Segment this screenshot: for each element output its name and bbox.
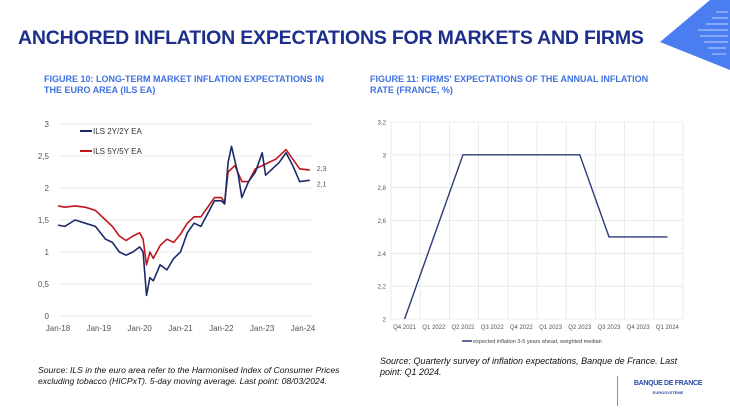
figure10-chart: 0 0,5 1 1,5 2 2,5 3 Jan-18 Jan-19 Jan-20 Jan-21 Jan… <box>38 120 327 333</box>
y-tick-label: 2 <box>45 184 50 193</box>
y-tick-label: 0,5 <box>38 280 50 289</box>
x-tick-label: Jan-22 <box>209 324 234 333</box>
figure11-title: FIGURE 11: FIRMS' EXPECTATIONS OF THE AN… <box>370 74 649 95</box>
banque-de-france-logo: BANQUE DE FRANCE EUROSYSTÈME <box>628 380 708 395</box>
x-tick-label: Q1 2024 <box>656 325 680 331</box>
x-tick-label: Q1 2022 <box>422 325 446 331</box>
y-tick-label: 2,6 <box>378 219 387 225</box>
x-tick-label: Q3 2023 <box>597 325 621 331</box>
x-tick-label: Q4 2023 <box>627 325 651 331</box>
x-tick-label: Jan-18 <box>46 324 71 333</box>
x-tick-label: Q2 2023 <box>568 325 592 331</box>
y-tick-label: 3,2 <box>378 121 387 127</box>
y-tick-label: 3 <box>383 153 387 159</box>
corner-decoration <box>660 0 730 70</box>
x-tick-label: Jan-21 <box>168 324 193 333</box>
y-tick-label: 2 <box>383 318 387 324</box>
x-tick-label: Q4 2021 <box>393 325 417 331</box>
logo-sub: EUROSYSTÈME <box>652 390 684 395</box>
slide-title: ANCHORED INFLATION EXPECTATIONS FOR MARK… <box>18 27 644 49</box>
series-line-ils-2y-2y-ea <box>57 145 310 297</box>
end-label: 2,1 <box>317 181 327 188</box>
legend-label: expected inflation 3-5 years ahead, weig… <box>473 339 602 345</box>
series-line-expected-inflation <box>403 154 668 320</box>
figure11-source: Source: Quarterly survey of inflation ex… <box>380 356 678 377</box>
y-tick-label: 2,4 <box>378 252 387 258</box>
y-tick-label: 1,5 <box>38 216 50 225</box>
legend-label: ILS 5Y/5Y EA <box>93 147 142 156</box>
figure10-source: Source: ILS in the euro area refer to th… <box>38 365 340 386</box>
figure11-chart: 2 2,2 2,4 2,6 2,8 3 3,2 Q4 2021 Q1 2022 Q2 2022 Q3… <box>378 121 684 345</box>
y-tick-label: 2,2 <box>378 285 387 291</box>
figure10-title: FIGURE 10: LONG-TERM MARKET INFLATION EX… <box>44 74 324 95</box>
y-tick-label: 2,5 <box>38 152 50 161</box>
logo-name: BANQUE DE FRANCE <box>633 380 703 387</box>
x-tick-label: Q1 2023 <box>539 325 563 331</box>
x-tick-label: Jan-23 <box>250 324 275 333</box>
y-tick-label: 1 <box>45 248 50 257</box>
legend-label: ILS 2Y/2Y EA <box>93 127 142 136</box>
y-tick-label: 2,8 <box>378 186 387 192</box>
series-line-ils-5y-5y-ea <box>57 148 310 266</box>
x-tick-label: Jan-20 <box>127 324 152 333</box>
x-tick-label: Q3 2022 <box>481 325 505 331</box>
end-label: 2,3 <box>317 166 327 173</box>
y-tick-label: 3 <box>45 120 50 129</box>
x-tick-label: Q4 2022 <box>510 325 534 331</box>
x-tick-label: Q2 2022 <box>451 325 475 331</box>
x-tick-label: Jan-24 <box>291 324 316 333</box>
x-tick-label: Jan-19 <box>87 324 112 333</box>
logo-divider <box>617 376 618 406</box>
y-tick-label: 0 <box>45 312 50 321</box>
